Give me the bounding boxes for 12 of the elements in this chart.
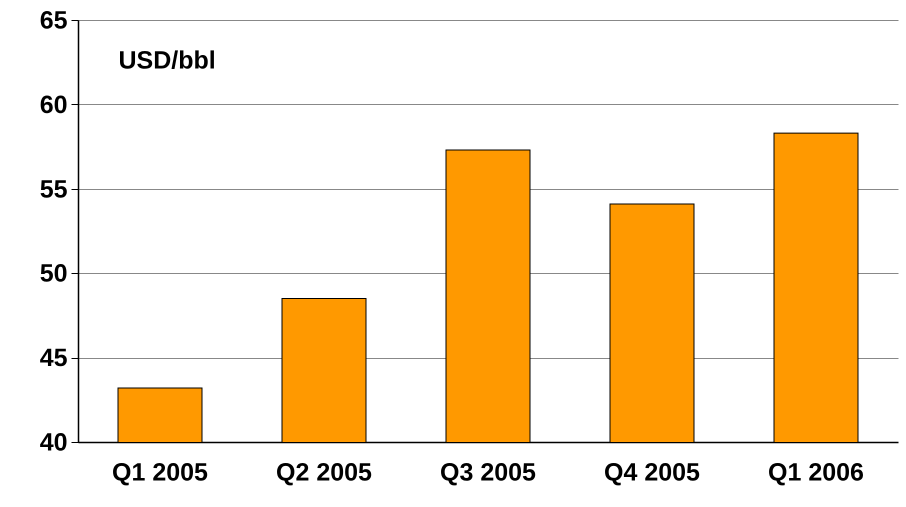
y-tick-label: 65	[40, 6, 68, 34]
x-tick-label: Q1 2005	[112, 458, 208, 486]
y-tick-label: 40	[40, 428, 68, 456]
y-tick-label: 45	[40, 344, 68, 372]
x-tick-label: Q4 2005	[604, 458, 700, 486]
y-tick-label: 60	[40, 90, 68, 119]
y-axis-title: USD/bbl	[118, 46, 216, 74]
y-tick-label: 55	[40, 175, 68, 204]
x-tick-label: Q2 2005	[276, 458, 372, 486]
x-tick-label: Q3 2005	[440, 458, 536, 486]
x-tick-label: Q1 2006	[768, 458, 864, 486]
y-tick-label: 50	[40, 260, 68, 288]
